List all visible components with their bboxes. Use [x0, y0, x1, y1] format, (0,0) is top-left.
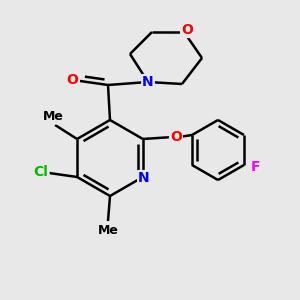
- Text: Cl: Cl: [34, 165, 49, 179]
- Text: N: N: [142, 75, 154, 89]
- Text: Me: Me: [98, 224, 118, 236]
- Text: N: N: [138, 171, 150, 185]
- Text: O: O: [170, 130, 182, 144]
- Text: O: O: [66, 73, 78, 87]
- Text: F: F: [251, 160, 261, 174]
- Text: Me: Me: [43, 110, 64, 124]
- Text: O: O: [181, 23, 193, 37]
